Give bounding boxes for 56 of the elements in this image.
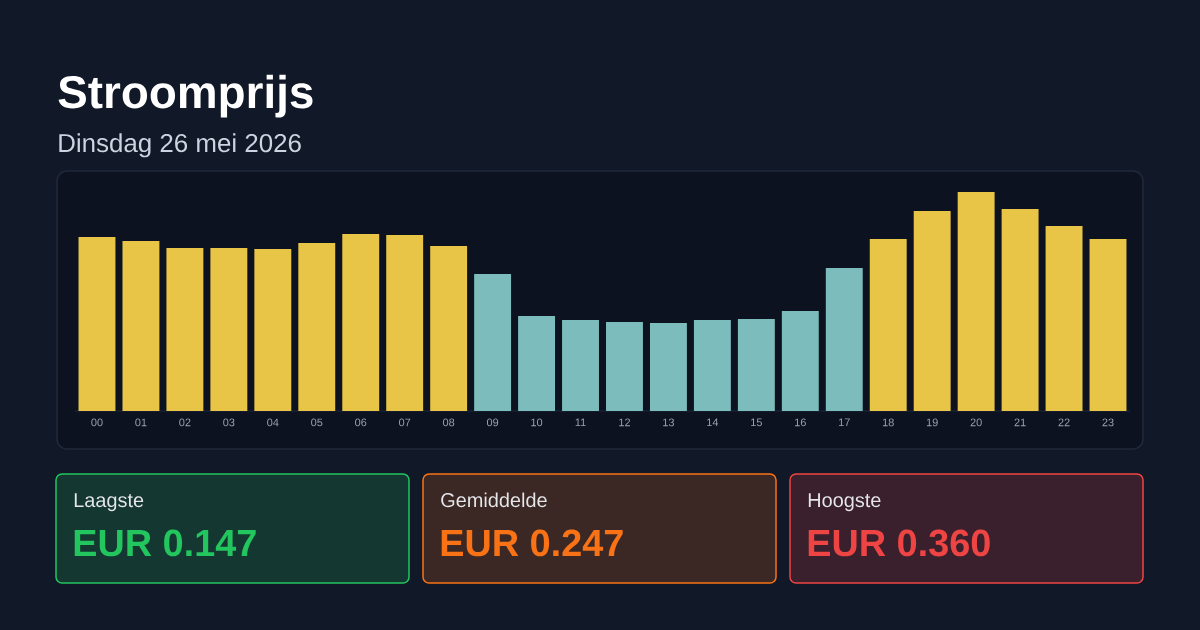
text: EUR 0.247 — [441, 529, 623, 557]
x-tick-label: 19 — [926, 418, 938, 427]
bar — [562, 319, 599, 411]
x-tick-label: 17 — [839, 418, 850, 427]
x-tick-label: 07 — [399, 418, 411, 427]
x-tick-label: 02 — [179, 418, 191, 427]
x-tick-label: 09 — [486, 418, 499, 427]
x-tick-label: 01 — [135, 418, 147, 427]
bar — [254, 248, 292, 411]
bar — [386, 234, 424, 411]
bar — [474, 273, 512, 411]
x-tick-label: 21 — [1014, 418, 1026, 427]
x-tick-label: 04 — [267, 418, 279, 427]
x-tick-label: 12 — [619, 418, 631, 427]
text: EUR 0.147 — [74, 529, 256, 557]
x-tick-label: 05 — [311, 418, 323, 427]
bar — [518, 315, 556, 411]
chart-title: Stroomprijs — [58, 74, 313, 118]
bar — [869, 239, 907, 411]
category-label: Gemiddelde — [441, 492, 547, 508]
chart-subtitle: Dinsdag 26 mei 2026 — [59, 133, 301, 158]
bar — [430, 246, 468, 411]
category-label: Laagste — [74, 493, 144, 512]
x-tick-label: 14 — [707, 418, 719, 427]
bar — [78, 236, 116, 411]
bar — [825, 268, 863, 411]
bar — [781, 310, 819, 411]
bar — [210, 248, 248, 411]
x-tick-label: 20 — [970, 418, 982, 427]
bar — [342, 234, 380, 411]
category-label: Hoogste — [808, 493, 881, 512]
bar — [737, 319, 775, 411]
x-tick-label: 18 — [882, 418, 894, 427]
bar — [122, 241, 160, 411]
bar — [649, 322, 687, 411]
bar — [693, 319, 731, 411]
x-tick-label: 00 — [91, 418, 103, 427]
bar — [1089, 239, 1127, 411]
x-tick-label: 15 — [751, 418, 762, 427]
x-tick-label: 06 — [355, 418, 367, 427]
bar — [166, 248, 204, 411]
x-tick-label: 13 — [663, 418, 675, 427]
x-tick-label: 23 — [1102, 418, 1114, 427]
text: EUR 0.360 — [808, 529, 990, 557]
x-tick-label: 11 — [575, 418, 586, 427]
x-tick-label: 16 — [795, 418, 806, 427]
bar — [1045, 225, 1083, 411]
bar — [957, 192, 995, 411]
x-tick-label: 08 — [442, 418, 455, 427]
x-tick-label: 10 — [531, 418, 543, 427]
bar — [298, 243, 336, 411]
x-tick-label: 03 — [223, 418, 235, 427]
x-tick-label: 22 — [1058, 418, 1070, 427]
bar — [1001, 209, 1039, 411]
bar — [606, 322, 643, 411]
bar — [913, 211, 951, 411]
